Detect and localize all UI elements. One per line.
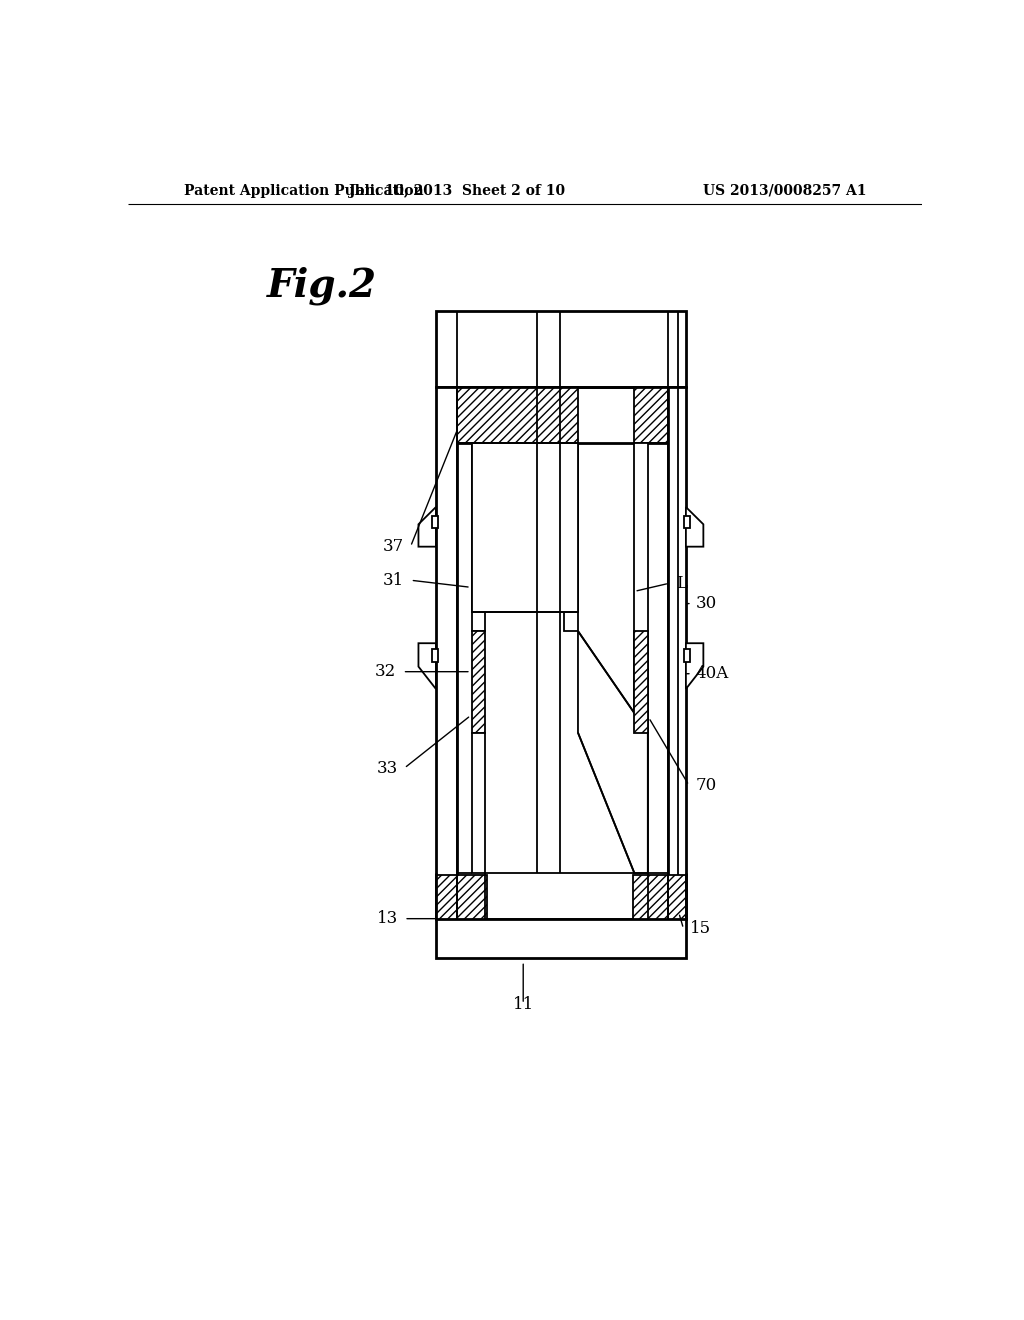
Polygon shape <box>578 631 648 873</box>
Polygon shape <box>686 507 703 546</box>
Text: 15: 15 <box>690 920 711 937</box>
Bar <box>458 387 578 444</box>
Text: Jan. 10, 2013  Sheet 2 of 10: Jan. 10, 2013 Sheet 2 of 10 <box>349 183 565 198</box>
Text: US 2013/0008257 A1: US 2013/0008257 A1 <box>702 183 866 198</box>
Text: 70: 70 <box>695 777 717 795</box>
Bar <box>684 516 690 528</box>
Bar <box>432 649 438 661</box>
Polygon shape <box>686 643 703 689</box>
Text: 37: 37 <box>383 539 404 556</box>
Bar <box>634 631 648 733</box>
Bar <box>668 387 686 919</box>
Text: 32: 32 <box>375 663 396 680</box>
Bar <box>684 649 690 661</box>
Text: 33: 33 <box>377 760 397 776</box>
Bar <box>432 516 438 528</box>
Bar <box>436 919 686 958</box>
Bar <box>634 387 668 444</box>
Bar <box>472 444 485 631</box>
Bar <box>436 312 686 387</box>
Bar <box>436 875 486 919</box>
Text: 31: 31 <box>383 572 404 589</box>
Bar <box>472 631 485 733</box>
Text: 30: 30 <box>695 595 717 612</box>
Bar <box>472 444 578 611</box>
Bar <box>633 875 686 919</box>
Text: L: L <box>676 574 686 591</box>
Polygon shape <box>419 507 436 546</box>
Text: Fig.2: Fig.2 <box>267 267 377 305</box>
Polygon shape <box>419 643 436 689</box>
Bar <box>472 733 485 873</box>
Bar <box>634 444 648 873</box>
Bar <box>564 444 578 631</box>
Text: Patent Application Publication: Patent Application Publication <box>183 183 423 198</box>
Text: 40A: 40A <box>695 665 729 682</box>
Text: 13: 13 <box>377 911 397 927</box>
Text: 11: 11 <box>513 995 534 1012</box>
Bar <box>436 387 458 919</box>
